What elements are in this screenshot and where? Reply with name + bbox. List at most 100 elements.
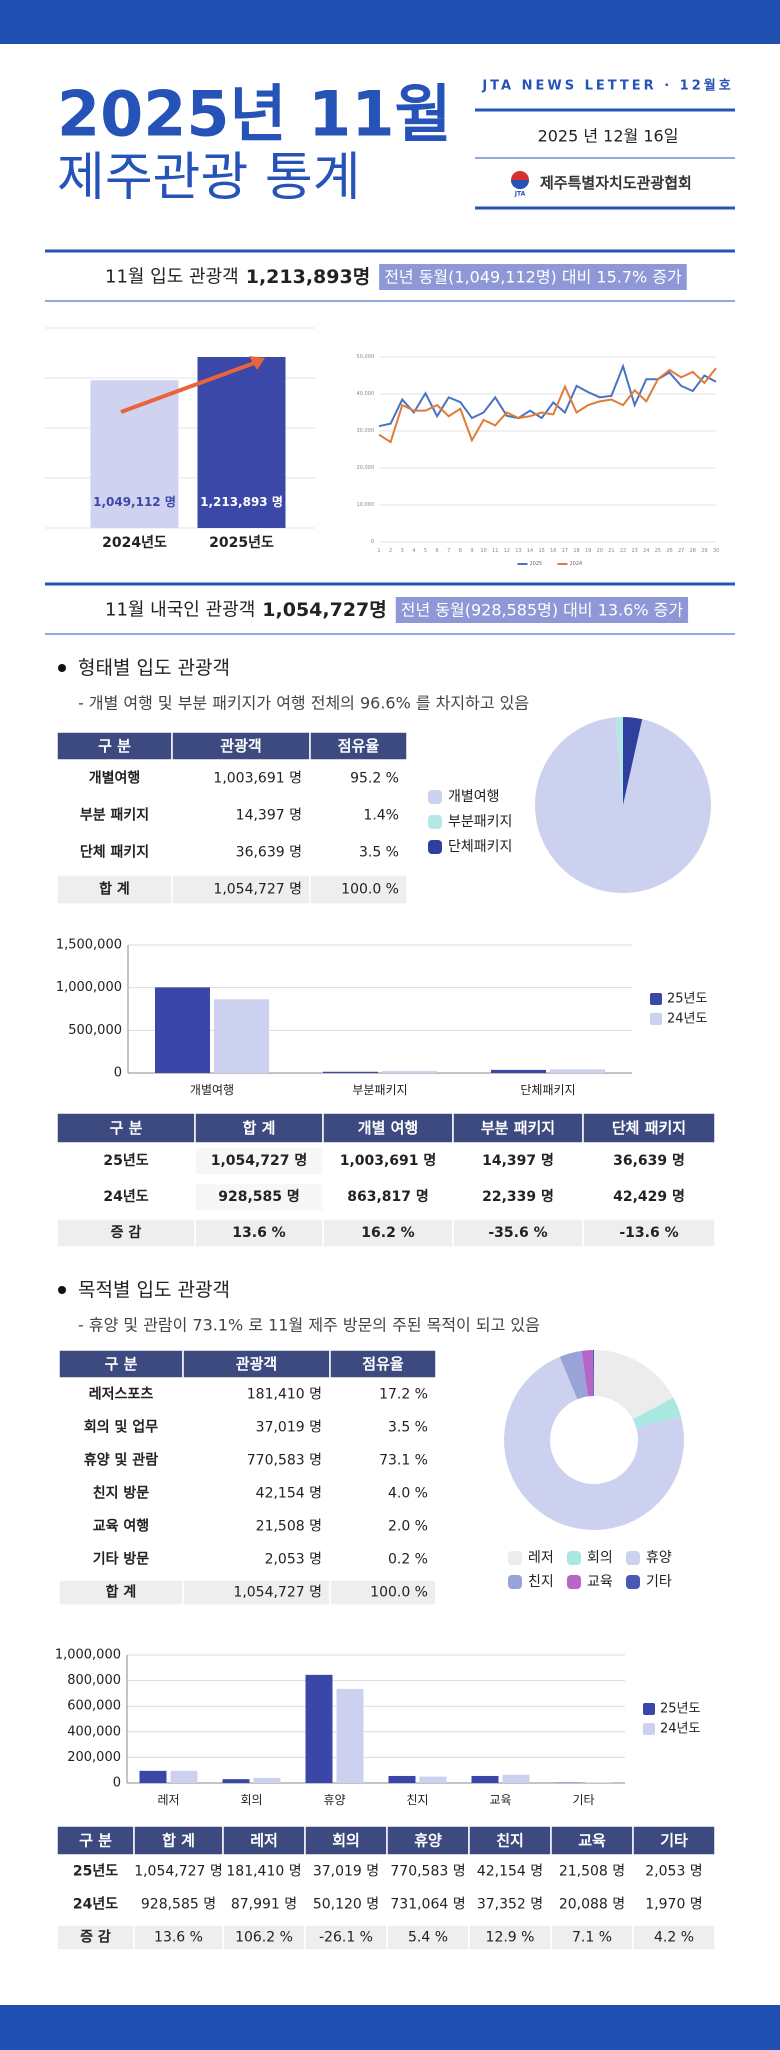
table-cell: 25년도: [73, 1864, 118, 1880]
x-tick-label: 25: [655, 548, 661, 554]
table-cell: 교육 여행: [93, 1518, 149, 1535]
x-tick-label: 29: [701, 548, 707, 554]
legend-label: 24년도: [667, 1012, 708, 1027]
x-tick-label: 2025년도: [209, 535, 274, 551]
x-tick-label: 6: [436, 548, 439, 554]
x-tick-label: 14: [527, 548, 533, 554]
table-cell-bg: [194, 1146, 324, 1176]
table-header-cell: [550, 1825, 634, 1856]
legend-swatch: [626, 1551, 640, 1565]
table-cell-bg: [304, 1924, 388, 1951]
table-header-text: 기타: [660, 1832, 688, 1850]
bullet: [58, 1286, 66, 1294]
legend-label: 레저: [528, 1550, 554, 1566]
bar: [502, 1774, 530, 1783]
table-header-cell: [632, 1825, 716, 1856]
x-tick-label: 27: [678, 548, 684, 554]
section-note: - 개별 여행 및 부분 패키지가 여행 전체의 96.6% 를 차지하고 있음: [78, 694, 529, 713]
table-cell: 42,429 명: [613, 1188, 685, 1205]
table-cell-bg: [194, 1218, 324, 1248]
legend-swatch: [428, 815, 442, 829]
table-header-text: 단체 패키지: [612, 1119, 686, 1137]
x-tick-label: 2024년도: [102, 535, 167, 551]
legend-swatch: [643, 1703, 655, 1715]
table-cell: 106.2 %: [235, 1930, 293, 1946]
table-cell: 20,088 명: [559, 1897, 625, 1913]
table-cell: 12.9 %: [486, 1930, 535, 1946]
table-header-text: 관광객: [236, 1355, 277, 1373]
table-header-text: 개별 여행: [358, 1119, 418, 1137]
table-cell: 1,003,691 명: [340, 1152, 437, 1169]
table-header-cell: [171, 731, 311, 761]
legend-label: 회의: [587, 1550, 613, 1566]
slice: [623, 717, 643, 805]
x-tick-label: 28: [690, 548, 696, 554]
slice: [632, 1397, 681, 1429]
value-label: 1,213,893 명: [200, 495, 283, 509]
table-cell: 1,054,727 명: [233, 1585, 322, 1601]
table-cell: 100.0 %: [370, 1585, 428, 1601]
table-cell: 928,585 명: [141, 1897, 216, 1913]
bar: [305, 1674, 333, 1783]
table-cell: 37,019 명: [256, 1420, 322, 1436]
bar: [90, 380, 179, 528]
bar: [214, 999, 269, 1073]
value-label: 1,049,112 명: [93, 495, 176, 509]
section-note: - 휴양 및 관람이 73.1% 로 11월 제주 방문의 주된 목적이 되고 …: [78, 1316, 540, 1335]
table-cell: 2.0 %: [388, 1519, 428, 1535]
x-tick-label: 10: [480, 548, 486, 554]
bar: [323, 1071, 378, 1073]
table-cell: 17.2 %: [379, 1387, 428, 1403]
bar: [139, 1770, 167, 1783]
logo-mark: [511, 180, 529, 189]
table-header-text: 구 분: [79, 1832, 112, 1850]
slice: [581, 1350, 594, 1397]
legend-swatch: [428, 790, 442, 804]
legend-swatch: [650, 993, 662, 1005]
line-series: [378, 367, 717, 444]
table-cell-bg: [322, 1218, 454, 1248]
table-cell: 1,054,727 명: [211, 1152, 308, 1169]
x-tick-label: 22: [620, 548, 626, 554]
summary-label: 11월 내국인 관광객: [105, 600, 255, 621]
highlight: [379, 264, 687, 290]
legend-swatch: [428, 840, 442, 854]
table-cell: 합 계: [106, 1584, 137, 1601]
table-header-cell: [322, 1112, 454, 1144]
table-cell: 73.1 %: [379, 1453, 428, 1469]
bar: [382, 1071, 437, 1073]
y-tick-label: 0: [114, 1066, 122, 1081]
table-cell: 4.0 %: [388, 1486, 428, 1502]
x-tick-label: 30: [713, 548, 719, 554]
table-header-text: 관광객: [220, 737, 261, 755]
org-name: 제주특별자치도관광협회: [540, 174, 692, 192]
table-cell: -13.6 %: [619, 1225, 678, 1241]
x-tick-label: 12: [504, 548, 510, 554]
table-cell: 단체 패키지: [80, 844, 149, 861]
legend-label: 25년도: [660, 1702, 701, 1717]
table-cell: 42,154 명: [477, 1864, 543, 1880]
table-cell: 4.2 %: [654, 1930, 694, 1946]
table-cell: 0.2 %: [388, 1552, 428, 1568]
logo: JTA: [511, 171, 529, 198]
newsletter-label: JTA NEWS LETTER · 12월호: [481, 78, 733, 94]
y-tick-label: 500,000: [68, 1023, 122, 1038]
table-cell: 181,410 명: [226, 1864, 301, 1880]
table-cell-bg: [56, 1924, 135, 1951]
bullet: [58, 664, 66, 672]
x-tick-label: 17: [562, 548, 568, 554]
table-cell: 14,397 명: [236, 808, 302, 824]
x-tick-label: 21: [608, 548, 614, 554]
legend-label: 2025: [530, 561, 543, 567]
legend-swatch: [567, 1551, 581, 1565]
table-cell: 1,054,727 명: [213, 882, 302, 898]
legend-label: 단체패키지: [448, 839, 512, 855]
table-cell: 1,970 명: [645, 1897, 702, 1913]
table-cell: 3.5 %: [388, 1420, 428, 1436]
x-tick-label: 개별여행: [190, 1082, 234, 1097]
table-cell: 1,054,727 명: [134, 1864, 223, 1880]
table-cell: 2,053 명: [645, 1864, 702, 1880]
bar: [471, 1775, 499, 1783]
x-tick-label: 15: [539, 548, 545, 554]
